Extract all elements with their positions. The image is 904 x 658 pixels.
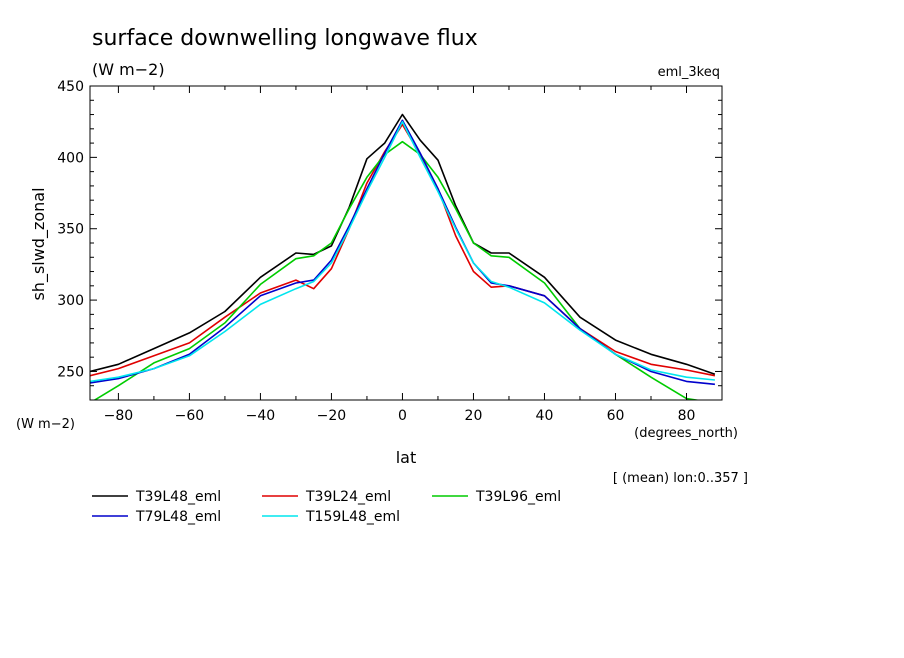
series-line-t159l48-eml: [90, 120, 715, 383]
chart-units: (W m−2): [92, 60, 165, 79]
legend-t39l96-eml-label: T39L96_eml: [475, 489, 561, 505]
series-line-t79l48-eml: [90, 119, 715, 386]
x-tick-label: −60: [175, 408, 205, 424]
footnote: [ (mean) lon:0..357 ]: [613, 471, 748, 486]
legend-t79l48-eml-label: T79L48_eml: [135, 509, 221, 525]
y-axis-label: sh_slwd_zonal: [29, 187, 49, 300]
legend: T39L48_eml T39L24_eml T39L96_eml T79L48_eml…: [92, 489, 561, 525]
x-axis-label: lat: [396, 448, 417, 467]
x-tick-label: 60: [607, 408, 625, 424]
x-tick-label: −80: [104, 408, 134, 424]
x-axis-units: (degrees_north): [634, 426, 738, 441]
legend-t39l24-eml-label: T39L24_eml: [305, 489, 391, 505]
x-tick-label: −40: [246, 408, 276, 424]
series-line-t39l48-eml: [90, 113, 716, 376]
series-line-t39l96-eml: [93, 140, 702, 400]
y-tick-label: 250: [57, 364, 84, 380]
plot-layer: −80 −60 −40 −20 0 20 40 60 80 250 300 350 400 450: [57, 79, 723, 424]
y-tick-label: 350: [57, 222, 84, 238]
x-tick-label: −20: [317, 408, 347, 424]
y-tick-label: 300: [57, 293, 84, 309]
series-line-t39l24-eml: [90, 123, 716, 377]
x-tick-label: 20: [465, 408, 483, 424]
y-axis-units: (W m−2): [16, 417, 75, 432]
x-tick-label: 80: [678, 408, 696, 424]
x-tick-label: 0: [398, 408, 407, 424]
y-tick-label: 450: [57, 79, 84, 95]
y-tick-label: 400: [57, 150, 84, 166]
chart-title: surface downwelling longwave flux: [92, 26, 478, 51]
legend-t159l48-eml-label: T159L48_eml: [305, 509, 400, 525]
plot-frame: [89, 85, 723, 401]
legend-t39l48-eml-label: T39L48_eml: [135, 489, 221, 505]
experiment-label: eml_3keq: [658, 65, 720, 80]
x-tick-label: 40: [536, 408, 554, 424]
